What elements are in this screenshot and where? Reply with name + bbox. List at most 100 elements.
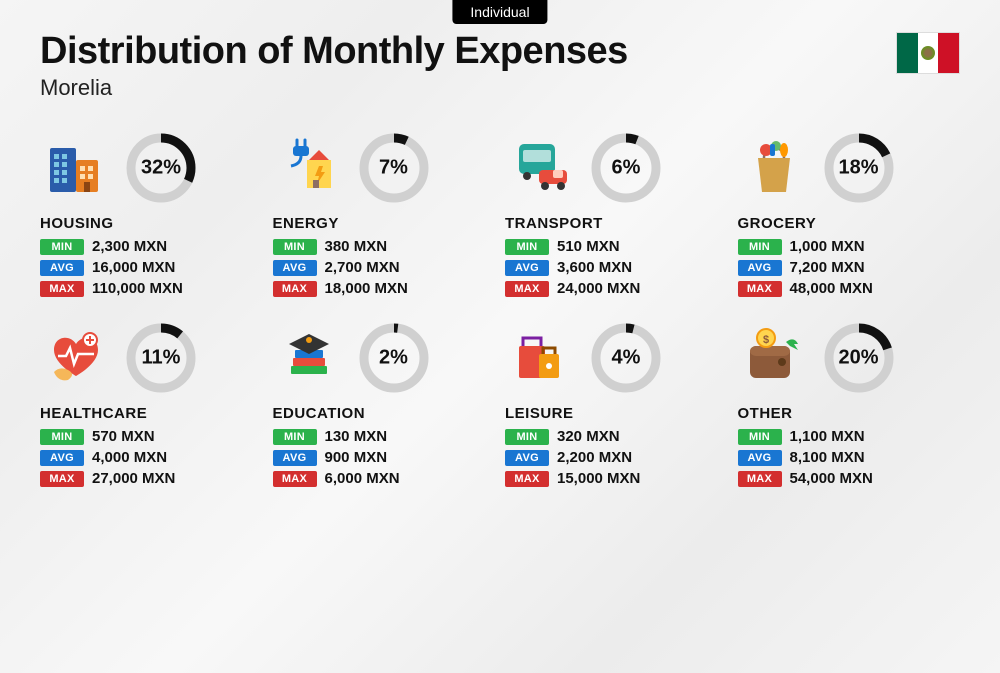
energy-icon (273, 132, 345, 204)
category-name: HEALTHCARE (40, 405, 263, 422)
percent-donut: 11% (124, 321, 198, 395)
avg-badge: AVG (505, 450, 549, 466)
percent-label: 18% (838, 157, 878, 180)
page-subtitle: Morelia (40, 75, 960, 101)
max-value: 6,000 MXN (325, 470, 400, 487)
avg-badge: AVG (40, 260, 84, 276)
page-title: Distribution of Monthly Expenses (40, 30, 960, 73)
max-badge: MAX (738, 281, 782, 297)
category-name: TRANSPORT (505, 215, 728, 232)
avg-value: 2,200 MXN (557, 449, 632, 466)
max-badge: MAX (273, 471, 317, 487)
category-name: HOUSING (40, 215, 263, 232)
category-card-grocery: 18% GROCERY MIN 1,000 MXN AVG 7,200 MXN … (738, 131, 961, 301)
max-value: 18,000 MXN (325, 280, 408, 297)
stat-avg-row: AVG 3,600 MXN (505, 259, 728, 276)
max-value: 48,000 MXN (790, 280, 873, 297)
stat-min-row: MIN 130 MXN (273, 428, 496, 445)
percent-label: 32% (141, 157, 181, 180)
avg-value: 7,200 MXN (790, 259, 865, 276)
category-grid: 32% HOUSING MIN 2,300 MXN AVG 16,000 MXN… (0, 111, 1000, 511)
min-badge: MIN (505, 239, 549, 255)
avg-value: 2,700 MXN (325, 259, 400, 276)
max-badge: MAX (40, 281, 84, 297)
max-value: 15,000 MXN (557, 470, 640, 487)
min-value: 130 MXN (325, 428, 388, 445)
percent-label: 20% (838, 347, 878, 370)
category-name: GROCERY (738, 215, 961, 232)
stat-avg-row: AVG 7,200 MXN (738, 259, 961, 276)
stat-min-row: MIN 1,100 MXN (738, 428, 961, 445)
max-value: 27,000 MXN (92, 470, 175, 487)
max-value: 54,000 MXN (790, 470, 873, 487)
avg-badge: AVG (738, 260, 782, 276)
avg-badge: AVG (505, 260, 549, 276)
stat-max-row: MAX 6,000 MXN (273, 470, 496, 487)
avg-badge: AVG (40, 450, 84, 466)
min-value: 320 MXN (557, 428, 620, 445)
mexico-flag-icon (896, 32, 960, 74)
percent-donut: 6% (589, 131, 663, 205)
percent-label: 2% (379, 347, 408, 370)
avg-value: 900 MXN (325, 449, 388, 466)
category-name: EDUCATION (273, 405, 496, 422)
percent-label: 4% (612, 347, 641, 370)
category-name: ENERGY (273, 215, 496, 232)
stat-max-row: MAX 27,000 MXN (40, 470, 263, 487)
stat-max-row: MAX 24,000 MXN (505, 280, 728, 297)
avg-value: 16,000 MXN (92, 259, 175, 276)
category-card-transport: 6% TRANSPORT MIN 510 MXN AVG 3,600 MXN M… (505, 131, 728, 301)
stat-avg-row: AVG 16,000 MXN (40, 259, 263, 276)
avg-value: 4,000 MXN (92, 449, 167, 466)
transport-icon (505, 132, 577, 204)
min-badge: MIN (273, 429, 317, 445)
stat-avg-row: AVG 900 MXN (273, 449, 496, 466)
other-icon: $ (738, 322, 810, 394)
avg-value: 3,600 MXN (557, 259, 632, 276)
min-value: 380 MXN (325, 238, 388, 255)
min-value: 2,300 MXN (92, 238, 167, 255)
min-value: 1,100 MXN (790, 428, 865, 445)
percent-donut: 2% (357, 321, 431, 395)
stat-min-row: MIN 510 MXN (505, 238, 728, 255)
svg-text:$: $ (762, 334, 768, 346)
percent-donut: 32% (124, 131, 198, 205)
percent-donut: 20% (822, 321, 896, 395)
stat-max-row: MAX 18,000 MXN (273, 280, 496, 297)
max-badge: MAX (505, 471, 549, 487)
max-badge: MAX (273, 281, 317, 297)
stat-min-row: MIN 320 MXN (505, 428, 728, 445)
percent-donut: 18% (822, 131, 896, 205)
min-badge: MIN (40, 239, 84, 255)
grocery-icon (738, 132, 810, 204)
min-value: 1,000 MXN (790, 238, 865, 255)
category-card-other: $ 20% OTHER MIN 1,100 MXN AVG 8,100 MXN … (738, 321, 961, 491)
percent-label: 11% (142, 347, 181, 370)
percent-donut: 4% (589, 321, 663, 395)
header: Distribution of Monthly Expenses Morelia (0, 0, 1000, 111)
stat-max-row: MAX 48,000 MXN (738, 280, 961, 297)
min-badge: MIN (40, 429, 84, 445)
max-badge: MAX (505, 281, 549, 297)
category-card-education: 2% EDUCATION MIN 130 MXN AVG 900 MXN MAX… (273, 321, 496, 491)
min-value: 570 MXN (92, 428, 155, 445)
housing-icon (40, 132, 112, 204)
percent-label: 7% (379, 157, 408, 180)
leisure-icon (505, 322, 577, 394)
min-badge: MIN (738, 239, 782, 255)
avg-badge: AVG (738, 450, 782, 466)
stat-min-row: MIN 570 MXN (40, 428, 263, 445)
percent-donut: 7% (357, 131, 431, 205)
category-card-housing: 32% HOUSING MIN 2,300 MXN AVG 16,000 MXN… (40, 131, 263, 301)
category-name: LEISURE (505, 405, 728, 422)
min-badge: MIN (738, 429, 782, 445)
category-card-leisure: 4% LEISURE MIN 320 MXN AVG 2,200 MXN MAX… (505, 321, 728, 491)
category-card-healthcare: 11% HEALTHCARE MIN 570 MXN AVG 4,000 MXN… (40, 321, 263, 491)
stat-min-row: MIN 2,300 MXN (40, 238, 263, 255)
stat-avg-row: AVG 8,100 MXN (738, 449, 961, 466)
stat-min-row: MIN 1,000 MXN (738, 238, 961, 255)
min-value: 510 MXN (557, 238, 620, 255)
avg-badge: AVG (273, 450, 317, 466)
healthcare-icon (40, 322, 112, 394)
min-badge: MIN (505, 429, 549, 445)
